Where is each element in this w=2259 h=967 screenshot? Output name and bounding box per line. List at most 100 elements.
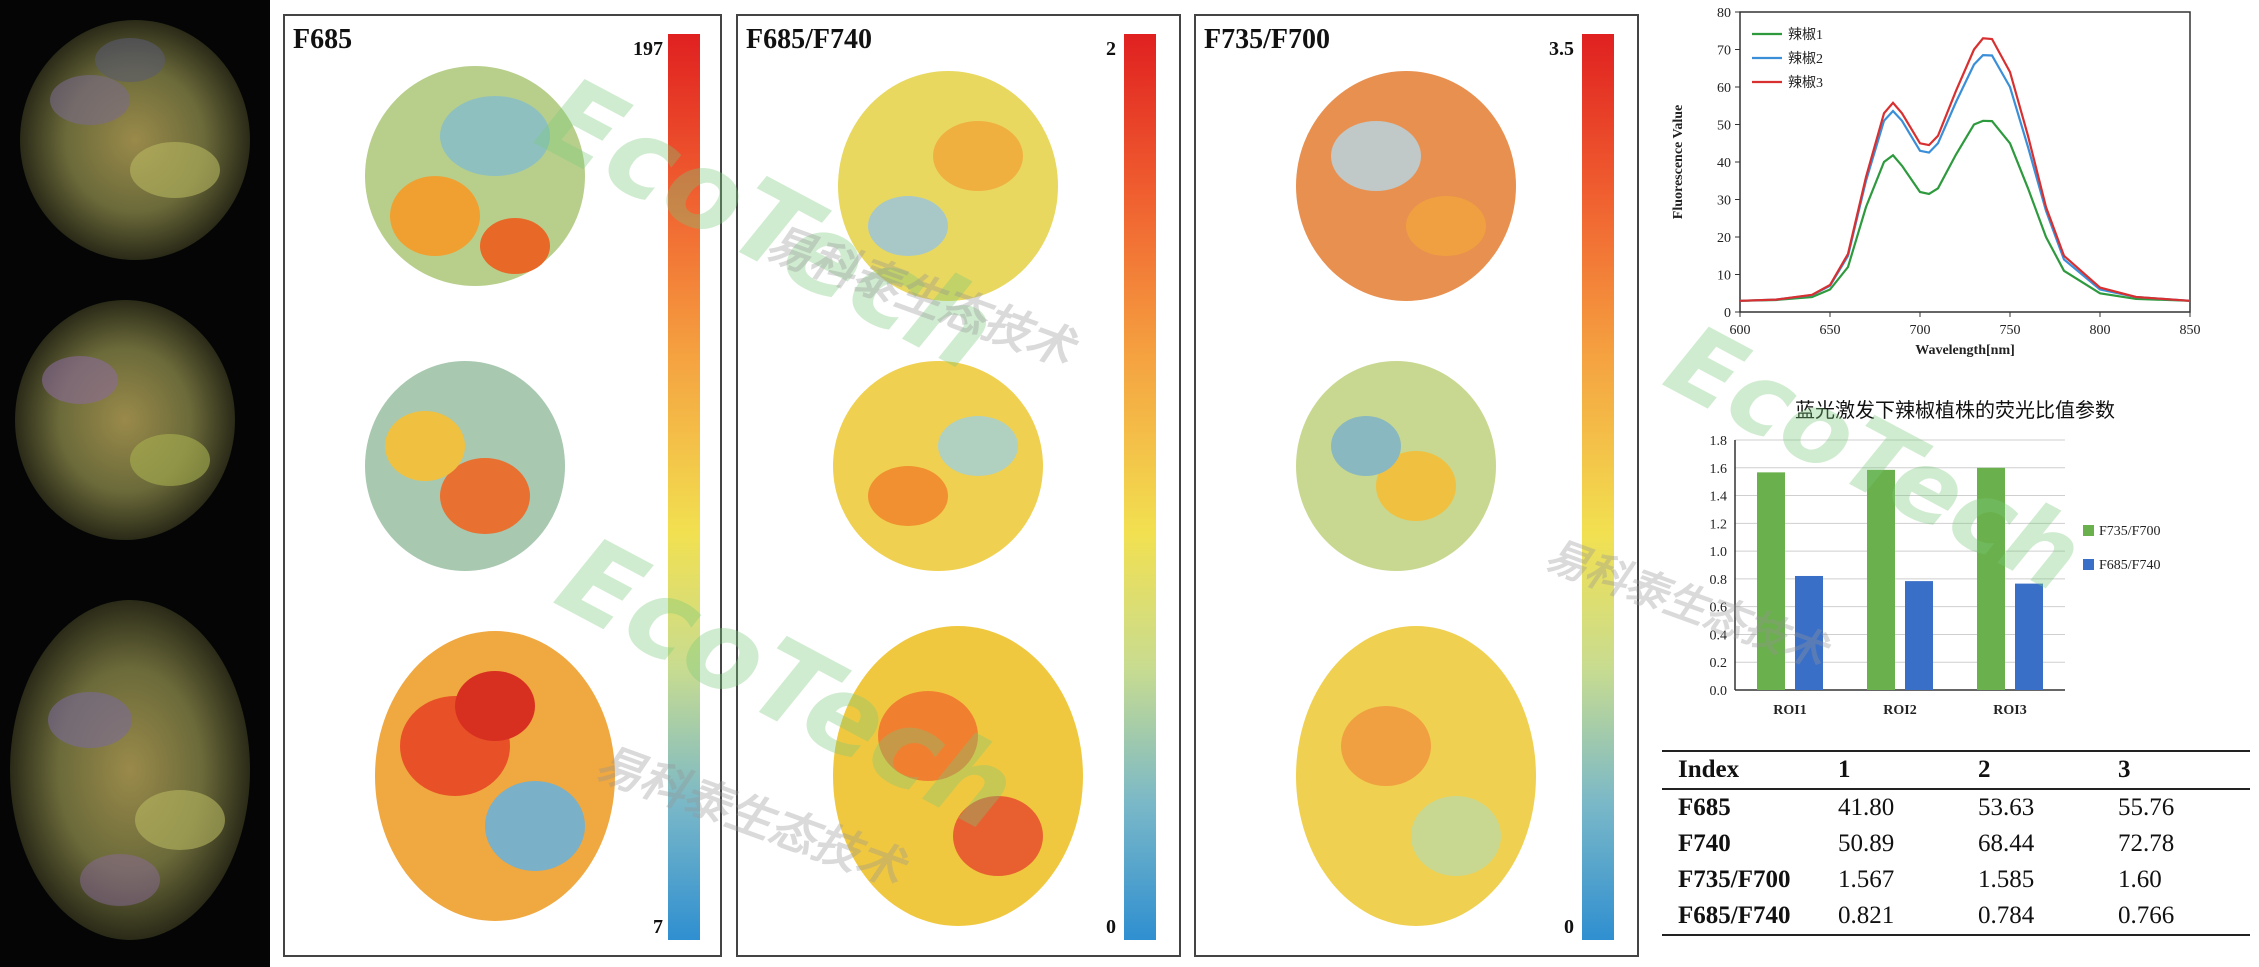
f685-map (365, 66, 615, 921)
table-cell: F740 (1678, 830, 1731, 857)
bar (1795, 575, 1823, 690)
panel-f735-f700: F735/F700 3.5 0 (1194, 14, 1639, 957)
table-cell: 1.567 (1838, 866, 1895, 893)
y-tick-label: 20 (1717, 231, 1731, 246)
table-cell: F685/F740 (1678, 902, 1791, 929)
plant-photos (10, 20, 250, 940)
table-cell: 68.44 (1978, 830, 2035, 857)
colorbar (1582, 34, 1614, 940)
fluorescence-spectrum-chart: 0 10 20 30 40 50 60 70 80 600 650 700 750 800 850 Wavel… (1671, 6, 2201, 358)
x-tick-label: 700 (1910, 323, 1931, 338)
colorbar-max: 197 (633, 38, 663, 60)
panel-f685-f740: F685/F740 2 0 (736, 14, 1181, 957)
table-cell: 41.80 (1838, 794, 1895, 821)
x-tick-label: 650 (1820, 323, 1841, 338)
x-tick-label: 600 (1730, 323, 1751, 338)
y-tick-label: 1.4 (1710, 490, 1728, 505)
legend-swatch (2083, 525, 2094, 536)
table-header-cell: 1 (1838, 756, 1851, 783)
y-tick-label: 0.6 (1710, 601, 1728, 616)
legend-label: F735/F700 (2099, 524, 2160, 539)
bar-chart-title: 蓝光激发下辣椒植株的荧光比值参数 (1795, 398, 2115, 422)
plant-photo-1 (20, 20, 250, 260)
table-row: F740 50.89 68.44 72.78 (1662, 826, 2250, 862)
bar (1905, 581, 1933, 690)
series-line (1739, 37, 2191, 302)
panel-title: F685/F740 (746, 24, 872, 55)
index-table: Index 1 2 3 F685 41.80 53.63 55.76 F740 … (1662, 752, 2250, 936)
x-tick-label: 750 (2000, 323, 2021, 338)
legend-swatch (2083, 559, 2094, 570)
colorbar (668, 34, 700, 940)
table-cell: 53.63 (1978, 794, 2035, 821)
y-tick-label: 0.4 (1710, 628, 1728, 643)
table-header-cell: Index (1678, 756, 1740, 783)
bar (1757, 472, 1785, 690)
legend-label: 辣椒1 (1788, 27, 1823, 43)
category-label: ROI2 (1883, 703, 1916, 718)
table-cell: 0.784 (1978, 902, 2035, 929)
legend-label: F685/F740 (2099, 558, 2160, 573)
table-cell: 50.89 (1838, 830, 1895, 857)
colorbar-max: 3.5 (1549, 38, 1574, 60)
colorbar-max: 2 (1106, 38, 1116, 60)
f735-f700-map (1296, 71, 1536, 926)
x-axis-label: Wavelength[nm] (1915, 343, 2015, 358)
category-label: ROI3 (1993, 703, 2026, 718)
series-line (1739, 119, 2191, 302)
index-table-wrap: Index 1 2 3 F685 41.80 53.63 55.76 F740 … (1662, 750, 2250, 936)
table-cell: F685 (1678, 794, 1731, 821)
table-cell: 1.585 (1978, 866, 2035, 893)
y-tick-label: 1.6 (1710, 462, 1728, 477)
legend-label: 辣椒2 (1788, 51, 1823, 67)
x-tick-label: 800 (2090, 323, 2111, 338)
table-row: F685 41.80 53.63 55.76 (1662, 789, 2250, 826)
table-row: F685/F740 0.821 0.784 0.766 (1662, 898, 2250, 935)
y-tick-label: 30 (1717, 194, 1731, 209)
table-cell: 55.76 (2118, 794, 2175, 821)
y-tick-label: 60 (1717, 81, 1731, 96)
colorbar-min: 0 (1564, 916, 1574, 938)
series-line (1739, 53, 2191, 302)
y-tick-label: 50 (1717, 119, 1731, 134)
bar (1977, 467, 2005, 690)
y-tick-label: 70 (1717, 44, 1731, 59)
y-tick-label: 0.2 (1710, 656, 1728, 671)
table-cell: 0.766 (2118, 902, 2175, 929)
y-tick-label: 10 (1717, 269, 1731, 284)
colorbar-min: 0 (1106, 916, 1116, 938)
table-header-row: Index 1 2 3 (1662, 752, 2250, 789)
y-tick-label: 1.2 (1710, 517, 1728, 532)
rgb-photo-strip (0, 0, 270, 967)
x-tick-label: 850 (2180, 323, 2201, 338)
line-chart-plot: 0 10 20 30 40 50 60 70 80 600 650 700 750 800 850 Wavel… (1671, 6, 2201, 358)
legend-label: 辣椒3 (1788, 75, 1823, 91)
panel-f685: F685 197 7 (283, 14, 722, 957)
fluorescence-ratio-bar-chart: 0.0 0.2 0.4 0.6 0.8 1.0 1.2 1.4 1.6 1.8 ROI1 ROI2 RO… (1710, 434, 2161, 718)
f685-f740-map (833, 71, 1083, 926)
bar-chart-plot: 0.0 0.2 0.4 0.6 0.8 1.0 1.2 1.4 1.6 1.8 ROI1 ROI2 RO… (1710, 434, 2161, 718)
colorbar (1124, 34, 1156, 940)
y-tick-label: 0.0 (1710, 684, 1728, 699)
bar (2015, 583, 2043, 690)
y-tick-label: 40 (1717, 156, 1731, 171)
y-tick-label: 1.0 (1710, 545, 1728, 560)
table-cell: 0.821 (1838, 902, 1895, 929)
table-row: F735/F700 1.567 1.585 1.60 (1662, 862, 2250, 898)
y-tick-label: 0 (1724, 306, 1731, 321)
table-cell: F735/F700 (1678, 866, 1791, 893)
panel-title: F735/F700 (1204, 24, 1330, 55)
y-tick-label: 80 (1717, 6, 1731, 21)
bar (1867, 469, 1895, 690)
plant-photo-2 (15, 300, 235, 540)
y-tick-label: 0.8 (1710, 573, 1728, 588)
y-axis-label: Fluorescence Value (1671, 105, 1686, 219)
table-cell: 1.60 (2118, 866, 2162, 893)
table-header-cell: 2 (1978, 756, 1991, 783)
plant-photo-3 (10, 600, 250, 940)
table-header-cell: 3 (2118, 756, 2131, 783)
category-label: ROI1 (1773, 703, 1806, 718)
colorbar-min: 7 (653, 916, 663, 938)
y-tick-label: 1.8 (1710, 434, 1728, 449)
table-cell: 72.78 (2118, 830, 2175, 857)
